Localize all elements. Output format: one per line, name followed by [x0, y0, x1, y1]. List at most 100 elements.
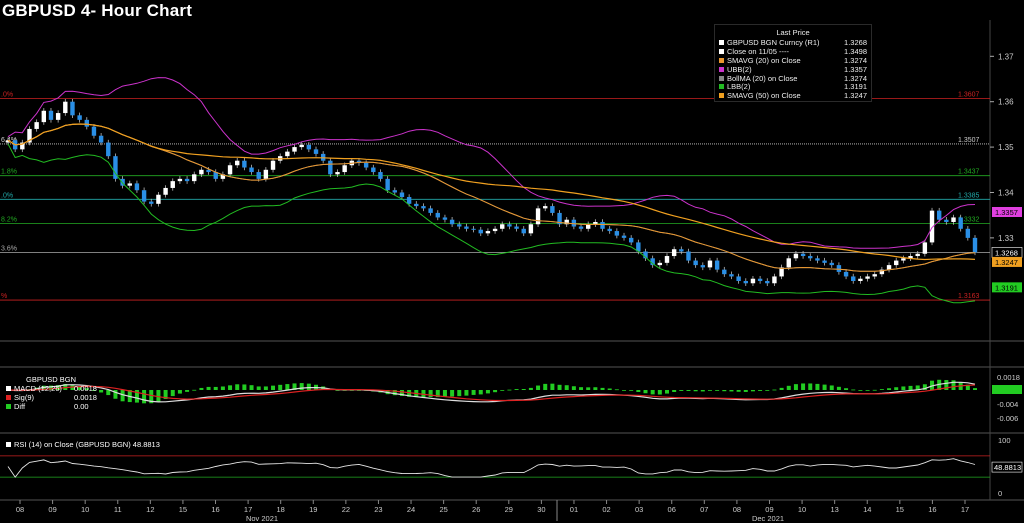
candle: [600, 221, 605, 229]
candle: [414, 203, 419, 207]
x-tick-label: 08: [733, 505, 741, 514]
candle: [127, 183, 132, 186]
candle: [156, 194, 161, 204]
candle: [471, 228, 476, 230]
macd-diff-bar: [485, 390, 490, 394]
macd-diff-bar: [672, 390, 677, 392]
level-label: 1.3163: [958, 293, 980, 300]
diff-value: 0.00: [74, 402, 89, 411]
rsi-line: [7, 458, 976, 478]
candle: [571, 219, 577, 227]
legend-label: SMAVG (50) on Close: [727, 91, 801, 101]
macd-diff-bar: [822, 384, 827, 390]
rsi-tick-label: 0: [998, 489, 1002, 498]
macd-diff-bar: [593, 387, 598, 390]
macd-diff-bar: [163, 390, 168, 399]
candle: [822, 260, 827, 263]
candle: [206, 169, 211, 173]
candle: [521, 228, 526, 234]
macd-tick-label: -0.006: [997, 414, 1018, 423]
candle: [851, 276, 856, 281]
macd-diff-bar: [421, 390, 426, 398]
level-label: 1.3607: [958, 92, 980, 99]
macd-diff-bar: [887, 388, 892, 390]
macd-diff-bar: [622, 389, 627, 391]
candle: [636, 242, 641, 252]
candle: [693, 260, 698, 266]
candle: [435, 212, 440, 218]
legend-value: 1.3247: [844, 91, 867, 101]
macd-diff-bar: [242, 384, 247, 390]
macd-diff-bar: [715, 390, 720, 391]
macd-diff-bar: [299, 383, 304, 390]
macd-diff-bar: [192, 389, 197, 391]
candle: [270, 160, 276, 170]
candle: [328, 160, 333, 175]
candle: [363, 162, 369, 168]
x-tick-label: 18: [277, 505, 285, 514]
legend-value: 1.3274: [844, 55, 867, 65]
macd-diff-bar: [271, 385, 276, 390]
candle: [235, 160, 240, 166]
macd-diff-bar: [801, 383, 806, 390]
macd-diff-bar: [951, 380, 956, 390]
rsi-legend: RSI (14) on Close (GBPUSD BGN) 48.8813: [6, 440, 160, 449]
macd-diff-bar: [263, 386, 268, 390]
candle: [972, 237, 978, 253]
candle: [55, 113, 61, 120]
candle: [385, 178, 390, 191]
candle: [63, 101, 68, 114]
legend-item: SMAVG (50) on Close 1.3247: [715, 91, 871, 100]
macd-diff-bar: [156, 390, 161, 402]
candle: [843, 271, 849, 277]
candle: [607, 228, 612, 232]
x-tick-label: 03: [635, 505, 643, 514]
candle: [492, 228, 498, 232]
diff-swatch: [6, 404, 11, 409]
macd-diff-bar: [407, 390, 412, 397]
candle: [915, 253, 920, 257]
candle: [70, 101, 75, 116]
macd-tick-label: -0.004: [997, 400, 1018, 409]
candle: [113, 156, 118, 179]
macd-diff-bar: [285, 384, 290, 390]
candle: [886, 265, 892, 270]
level-left-label: .0%: [1, 192, 13, 199]
macd-diff-bar: [91, 390, 96, 391]
macd-legend: GBPUSD BGN MACD (12,26) 0.0018 Sig(9) 0.00…: [6, 375, 97, 411]
rsi-swatch: [6, 442, 11, 447]
macd-diff-bar: [836, 386, 841, 390]
legend-item: GBPUSD BGN Curncy (R1) 1.3268: [715, 38, 871, 47]
macd-diff-bar: [915, 385, 920, 390]
macd-diff-bar: [392, 390, 397, 396]
candle: [958, 217, 963, 229]
candle: [664, 256, 670, 263]
macd-diff-bar: [99, 390, 104, 393]
candle: [141, 190, 147, 202]
macd-diff-bar: [450, 390, 455, 397]
candle: [872, 274, 877, 277]
candle: [227, 165, 233, 175]
macd-diff-bar: [865, 390, 870, 391]
x-tick-label: 07: [700, 505, 708, 514]
candle: [356, 160, 362, 163]
level-label: 1.3332: [958, 216, 980, 223]
x-month-label: Dec 2021: [752, 514, 784, 523]
x-tick-label: 25: [439, 505, 447, 514]
macd-diff-bar: [500, 390, 505, 391]
candle: [879, 269, 885, 275]
x-tick-label: 23: [374, 505, 382, 514]
candle: [657, 262, 663, 266]
rsi-label: RSI (14) on Close (GBPUSD BGN) 48.8813: [14, 440, 160, 449]
macd-diff-bar: [220, 386, 225, 390]
sig-label: Sig(9): [14, 393, 35, 402]
level-left-label: 1.8%: [1, 169, 17, 176]
candle: [586, 224, 591, 229]
legend-item: Close on 11/05 ---- 1.3498: [715, 47, 871, 56]
candle: [965, 228, 971, 238]
macd-diff-bar: [765, 390, 770, 391]
candle: [500, 224, 505, 229]
candle: [249, 167, 254, 173]
macd-diff-bar: [442, 390, 447, 397]
candle: [944, 219, 949, 222]
